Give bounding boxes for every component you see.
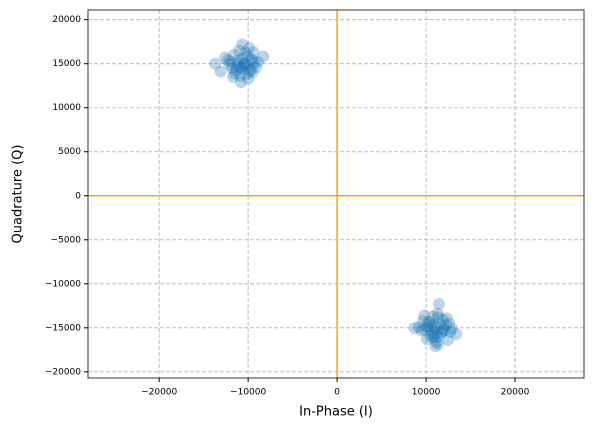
point — [224, 55, 237, 68]
point — [428, 328, 441, 341]
point — [221, 54, 234, 67]
point — [238, 57, 251, 70]
point — [240, 68, 253, 81]
point — [227, 48, 240, 61]
y-axis-label: Quadrature (Q) — [11, 145, 26, 244]
y-tick-label: −15000 — [45, 323, 81, 333]
point — [420, 320, 433, 333]
point — [422, 321, 435, 334]
point — [257, 50, 270, 63]
point — [437, 323, 450, 336]
point — [412, 320, 425, 333]
point — [244, 63, 257, 76]
point — [427, 331, 440, 344]
point — [243, 64, 256, 77]
y-tick-label: 15000 — [52, 59, 81, 69]
point — [429, 340, 442, 353]
point — [429, 335, 442, 348]
point — [227, 70, 240, 83]
y-tick-label: 5000 — [58, 147, 81, 157]
x-axis-label: In-Phase (I) — [299, 405, 373, 420]
point — [428, 321, 441, 334]
point — [231, 55, 244, 68]
point — [236, 52, 249, 65]
point — [246, 66, 259, 79]
y-tick-label: −20000 — [45, 367, 81, 377]
point — [236, 38, 249, 51]
point — [232, 57, 245, 70]
y-tick-label: −10000 — [45, 279, 81, 289]
point — [233, 44, 246, 57]
point — [247, 46, 260, 59]
point — [426, 326, 439, 339]
point — [238, 58, 251, 71]
point — [443, 317, 456, 330]
point — [230, 64, 243, 77]
point — [432, 337, 445, 350]
point — [235, 76, 248, 89]
point — [235, 62, 248, 75]
point — [422, 315, 435, 328]
point — [251, 55, 264, 68]
point — [416, 314, 429, 327]
point — [435, 327, 448, 340]
x-tick-label: −20000 — [141, 388, 177, 398]
point — [233, 61, 246, 74]
point — [434, 318, 447, 331]
point — [242, 72, 255, 85]
point — [243, 41, 256, 54]
x-tick-label: 0 — [334, 388, 340, 398]
point — [250, 61, 263, 74]
point — [226, 62, 239, 75]
point — [431, 330, 444, 343]
point — [439, 319, 452, 332]
x-tick-label: 20000 — [501, 388, 530, 398]
point — [436, 313, 449, 326]
point — [427, 318, 440, 331]
point — [420, 333, 433, 346]
y-tick-label: 0 — [75, 191, 81, 201]
point — [239, 47, 252, 60]
point — [426, 310, 439, 323]
point — [241, 49, 254, 62]
point — [228, 67, 241, 80]
point — [237, 59, 250, 72]
point — [246, 54, 259, 67]
point — [419, 323, 432, 336]
point — [432, 311, 445, 324]
point — [234, 70, 247, 83]
point — [424, 329, 437, 342]
point — [440, 312, 453, 325]
point — [423, 316, 436, 329]
point — [431, 307, 444, 320]
point — [230, 60, 243, 73]
point — [248, 56, 261, 69]
point — [209, 57, 222, 70]
plot-frame — [87, 9, 585, 379]
x-tick-label: 10000 — [412, 388, 441, 398]
point — [425, 320, 438, 333]
point — [432, 298, 445, 311]
point — [223, 58, 236, 71]
point — [436, 325, 449, 338]
y-tick-label: −5000 — [51, 235, 82, 245]
y-tick-label: 20000 — [52, 15, 81, 25]
point — [408, 322, 421, 335]
point — [240, 60, 253, 73]
point — [445, 322, 458, 335]
point — [214, 65, 227, 78]
point — [450, 327, 463, 340]
point — [415, 324, 428, 337]
point — [438, 324, 451, 337]
point — [245, 53, 258, 66]
x-tick-label: −10000 — [230, 388, 266, 398]
y-tick-label: 10000 — [52, 103, 81, 113]
point — [430, 326, 443, 339]
point — [418, 309, 431, 322]
point — [441, 334, 454, 347]
point — [219, 51, 232, 64]
point — [444, 325, 457, 338]
